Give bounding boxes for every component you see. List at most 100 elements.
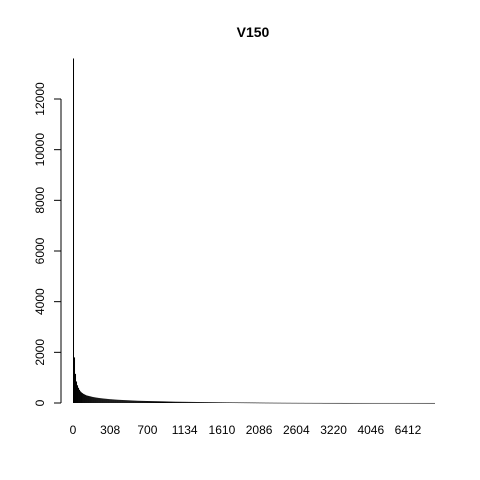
histogram-bar: [309, 402, 311, 404]
histogram-bar: [412, 402, 414, 404]
histogram-bar: [230, 402, 232, 403]
histogram-bar: [385, 402, 387, 404]
histogram-bar: [358, 402, 360, 404]
histogram-bar: [407, 402, 409, 404]
histogram-bar: [391, 402, 393, 404]
histogram-bar: [352, 402, 354, 404]
histogram-bar: [83, 393, 85, 403]
histogram-bar: [336, 402, 338, 404]
histogram-bar: [238, 402, 240, 404]
histogram-bar: [100, 398, 102, 403]
x-tick-label: 2086: [246, 423, 273, 437]
histogram-bar: [227, 402, 229, 403]
histogram-bar: [387, 402, 389, 404]
histogram-bar: [232, 402, 234, 404]
histogram-bar: [363, 402, 365, 404]
x-tick-label: 2604: [283, 423, 310, 437]
histogram-bar: [295, 402, 297, 404]
histogram-bar: [422, 402, 424, 404]
histogram-bar: [312, 402, 314, 404]
histogram-bar: [113, 399, 115, 403]
histogram-bar: [297, 402, 299, 404]
histogram-bar: [237, 402, 239, 404]
histogram-bar: [155, 401, 157, 403]
histogram-bar: [402, 402, 404, 404]
histogram-bar: [242, 402, 244, 404]
histogram-bar: [320, 402, 322, 404]
histogram-bar: [269, 402, 271, 404]
histogram-bar: [307, 402, 309, 404]
histogram-bar: [362, 402, 364, 404]
histogram-bar: [143, 400, 145, 403]
histogram-bar: [261, 402, 263, 404]
histogram-bar: [191, 401, 193, 403]
histogram-bar: [287, 402, 289, 404]
histogram-bar: [428, 402, 430, 404]
histogram-bar: [112, 399, 114, 403]
histogram-bar: [373, 402, 375, 404]
histogram-bar: [160, 401, 162, 403]
histogram-bar: [76, 381, 78, 403]
histogram-bar: [75, 373, 77, 403]
histogram-bar: [258, 402, 260, 404]
histogram-bar: [404, 402, 406, 404]
histogram-bar: [386, 402, 388, 404]
histogram-bar: [406, 402, 408, 404]
histogram-bar: [401, 402, 403, 404]
histogram-bar: [169, 401, 171, 403]
histogram-bar: [433, 402, 435, 404]
histogram-bar: [376, 402, 378, 404]
histogram-bar: [394, 402, 396, 404]
histogram-bar: [389, 402, 391, 404]
histogram-bar: [214, 402, 216, 403]
histogram-bar: [272, 402, 274, 404]
histogram-bar: [260, 402, 262, 404]
histogram-bar: [414, 402, 416, 404]
histogram-bar: [296, 402, 298, 404]
histogram-bar: [370, 402, 372, 404]
histogram-bar: [101, 398, 103, 403]
histogram-bar: [211, 402, 213, 403]
histogram-bar: [107, 398, 109, 403]
histogram-bar: [162, 401, 164, 403]
histogram-bar: [187, 401, 189, 403]
histogram-bar: [154, 401, 156, 403]
histogram-bar: [219, 402, 221, 403]
y-tick-label: 2000: [33, 339, 47, 366]
histogram-bar: [377, 402, 379, 404]
histogram-bar: [294, 402, 296, 404]
histogram-bar: [380, 402, 382, 404]
y-tick-label: 4000: [33, 288, 47, 315]
histogram-bar: [88, 395, 90, 403]
histogram-bar: [398, 402, 400, 404]
histogram-bar: [163, 401, 165, 403]
histogram-bar: [159, 401, 161, 403]
y-tick-label: 8000: [33, 187, 47, 214]
histogram-bar: [173, 401, 175, 403]
histogram-bar: [280, 402, 282, 404]
x-tick-label: 4046: [357, 423, 384, 437]
histogram-bar: [347, 402, 349, 404]
histogram-bar: [239, 402, 241, 404]
histogram-bar: [153, 401, 155, 403]
histogram-bar: [348, 402, 350, 404]
histogram-bar: [301, 402, 303, 404]
histogram-bar: [235, 402, 237, 404]
histogram-bar: [198, 402, 200, 403]
x-tick-label: 1134: [172, 423, 198, 437]
histogram-bar: [264, 402, 266, 404]
x-tick-label: 0: [70, 423, 77, 437]
histogram-bar: [273, 402, 275, 404]
histogram-bar: [243, 402, 245, 404]
histogram-bar: [302, 402, 304, 404]
histogram-bar: [199, 402, 201, 403]
histogram-bar: [334, 402, 336, 404]
histogram-bar: [341, 402, 343, 404]
histogram-bar: [343, 402, 345, 404]
histogram-bar: [135, 400, 137, 403]
histogram-bar: [365, 402, 367, 404]
histogram-bar: [177, 401, 179, 403]
histogram-bar: [319, 402, 321, 404]
histogram-bar: [209, 402, 211, 403]
